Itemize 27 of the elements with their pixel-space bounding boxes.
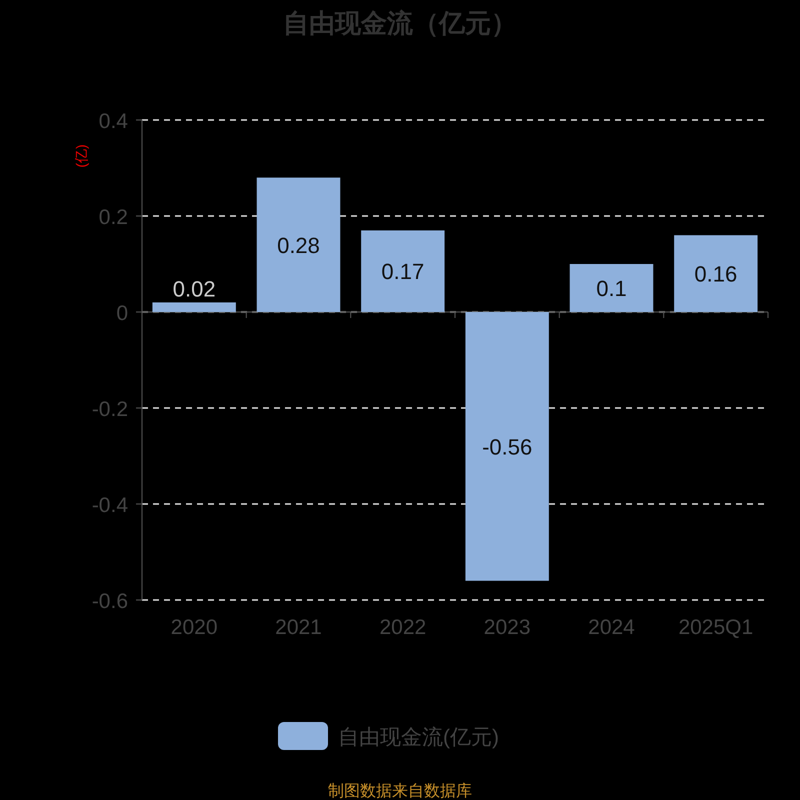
bar (256, 178, 340, 312)
y-tick-label: 0.2 (98, 206, 128, 229)
bar (570, 264, 654, 312)
y-tick-label: -0.6 (92, 590, 128, 613)
y-tick-label: 0 (116, 302, 128, 325)
x-tick-label: 2025Q1 (678, 616, 754, 639)
x-tick-label: 2022 (379, 616, 426, 639)
legend-label: 自由现金流(亿元) (338, 726, 499, 749)
y-tick-label: 0.4 (98, 110, 128, 133)
data-label: 0.1 (596, 276, 627, 301)
bar (152, 302, 236, 312)
y-tick-label: -0.2 (92, 398, 128, 421)
y-tick-label: -0.4 (92, 494, 128, 517)
x-tick-label: 2020 (170, 616, 218, 639)
data-label: -0.56 (482, 434, 532, 460)
data-label: 0.28 (277, 232, 320, 258)
bar (674, 235, 758, 312)
y-axis-title: (亿) (73, 144, 89, 168)
bar (465, 312, 549, 581)
data-label: 0.16 (694, 262, 738, 287)
data-label: 0.17 (381, 259, 424, 284)
x-tick-label: 2024 (588, 616, 636, 639)
x-tick-label: 2021 (275, 616, 322, 639)
bar (361, 230, 445, 312)
text: 制图数据来自数据库 (328, 782, 472, 800)
data-label: 0.02 (172, 276, 216, 302)
x-tick-label: 2023 (484, 616, 531, 639)
